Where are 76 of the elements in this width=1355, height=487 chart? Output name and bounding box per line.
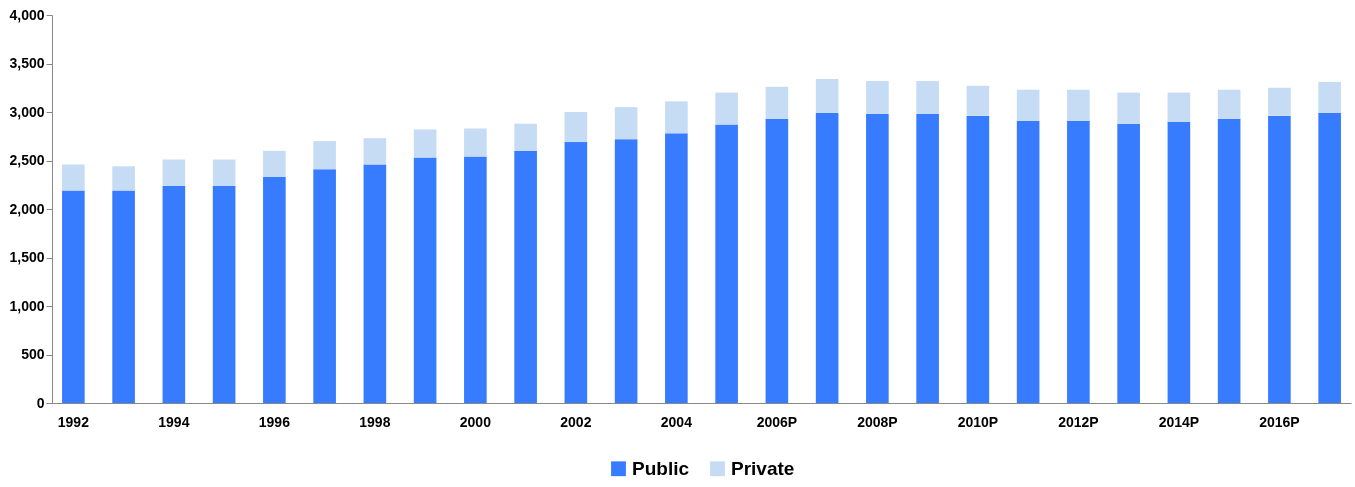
y-tick-label: 1,000 [9,297,45,314]
bar [715,124,738,403]
bar [363,138,387,165]
y-tick-label: 2,000 [9,200,45,217]
x-tick-label: 2004 [660,413,693,430]
bar [62,190,85,403]
x-tick-label: 1998 [359,413,391,430]
bar [313,169,336,403]
x-tick-label: 2008P [857,413,898,430]
bar [464,156,487,403]
bar [715,92,738,125]
x-tick-label: 2002 [560,413,592,430]
bar [614,139,638,403]
bar [966,85,990,116]
x-tick-label: 1994 [158,413,190,430]
bar [1268,87,1291,116]
y-tick-label: 0 [36,394,45,411]
bar [263,150,286,177]
bar [765,118,789,403]
x-tick-label: 1996 [258,413,291,430]
x-tick-label: 2012P [1058,413,1099,430]
bar [1067,120,1090,403]
bar [263,176,286,403]
bar [866,80,889,114]
bar [1117,92,1140,124]
bar [1167,92,1191,122]
bar [514,123,537,151]
y-tick-label: 3,500 [9,55,45,71]
bar [1016,120,1040,403]
bar [1167,121,1191,403]
bar [212,185,236,403]
legend-label: Public [632,457,690,479]
bar [665,101,688,134]
y-tick-label: 1,500 [9,249,45,265]
bar [62,164,85,191]
bar [112,166,135,191]
x-tick-label: 2010P [957,413,999,430]
x-tick-label: 2014P [1158,413,1200,430]
bar [966,115,990,403]
bar [313,141,336,170]
bar [564,142,588,403]
bar [212,159,236,186]
bar [162,185,186,403]
bar [1217,89,1241,119]
x-tick-label: 2006P [756,413,798,430]
bar [413,157,437,403]
bar [665,133,688,403]
x-tick-label: 1992 [57,413,90,430]
bar [1016,89,1040,121]
bar [815,112,839,403]
bar [815,79,839,113]
y-tick-label: 4,000 [9,6,45,23]
y-tick-label: 2,500 [9,152,45,168]
bar [866,113,889,403]
bar [1318,112,1341,403]
bar [1217,118,1241,403]
bar [765,86,789,119]
y-tick-label: 500 [21,346,45,362]
bar [514,150,537,403]
bar [1067,89,1090,121]
bar [112,190,135,403]
bar [413,129,437,158]
bar [916,113,939,403]
bar [564,112,588,143]
x-tick-label: 2016P [1259,413,1300,430]
bar [1268,115,1291,403]
bar [363,164,387,403]
legend-label: Private [731,457,795,479]
y-tick-label: 3,000 [9,103,45,120]
bar [1318,81,1341,113]
bar [162,159,186,186]
bar [614,107,638,140]
bar [916,80,939,114]
x-tick-label: 2000 [459,413,492,430]
bar [464,128,487,157]
bar [1117,123,1140,403]
